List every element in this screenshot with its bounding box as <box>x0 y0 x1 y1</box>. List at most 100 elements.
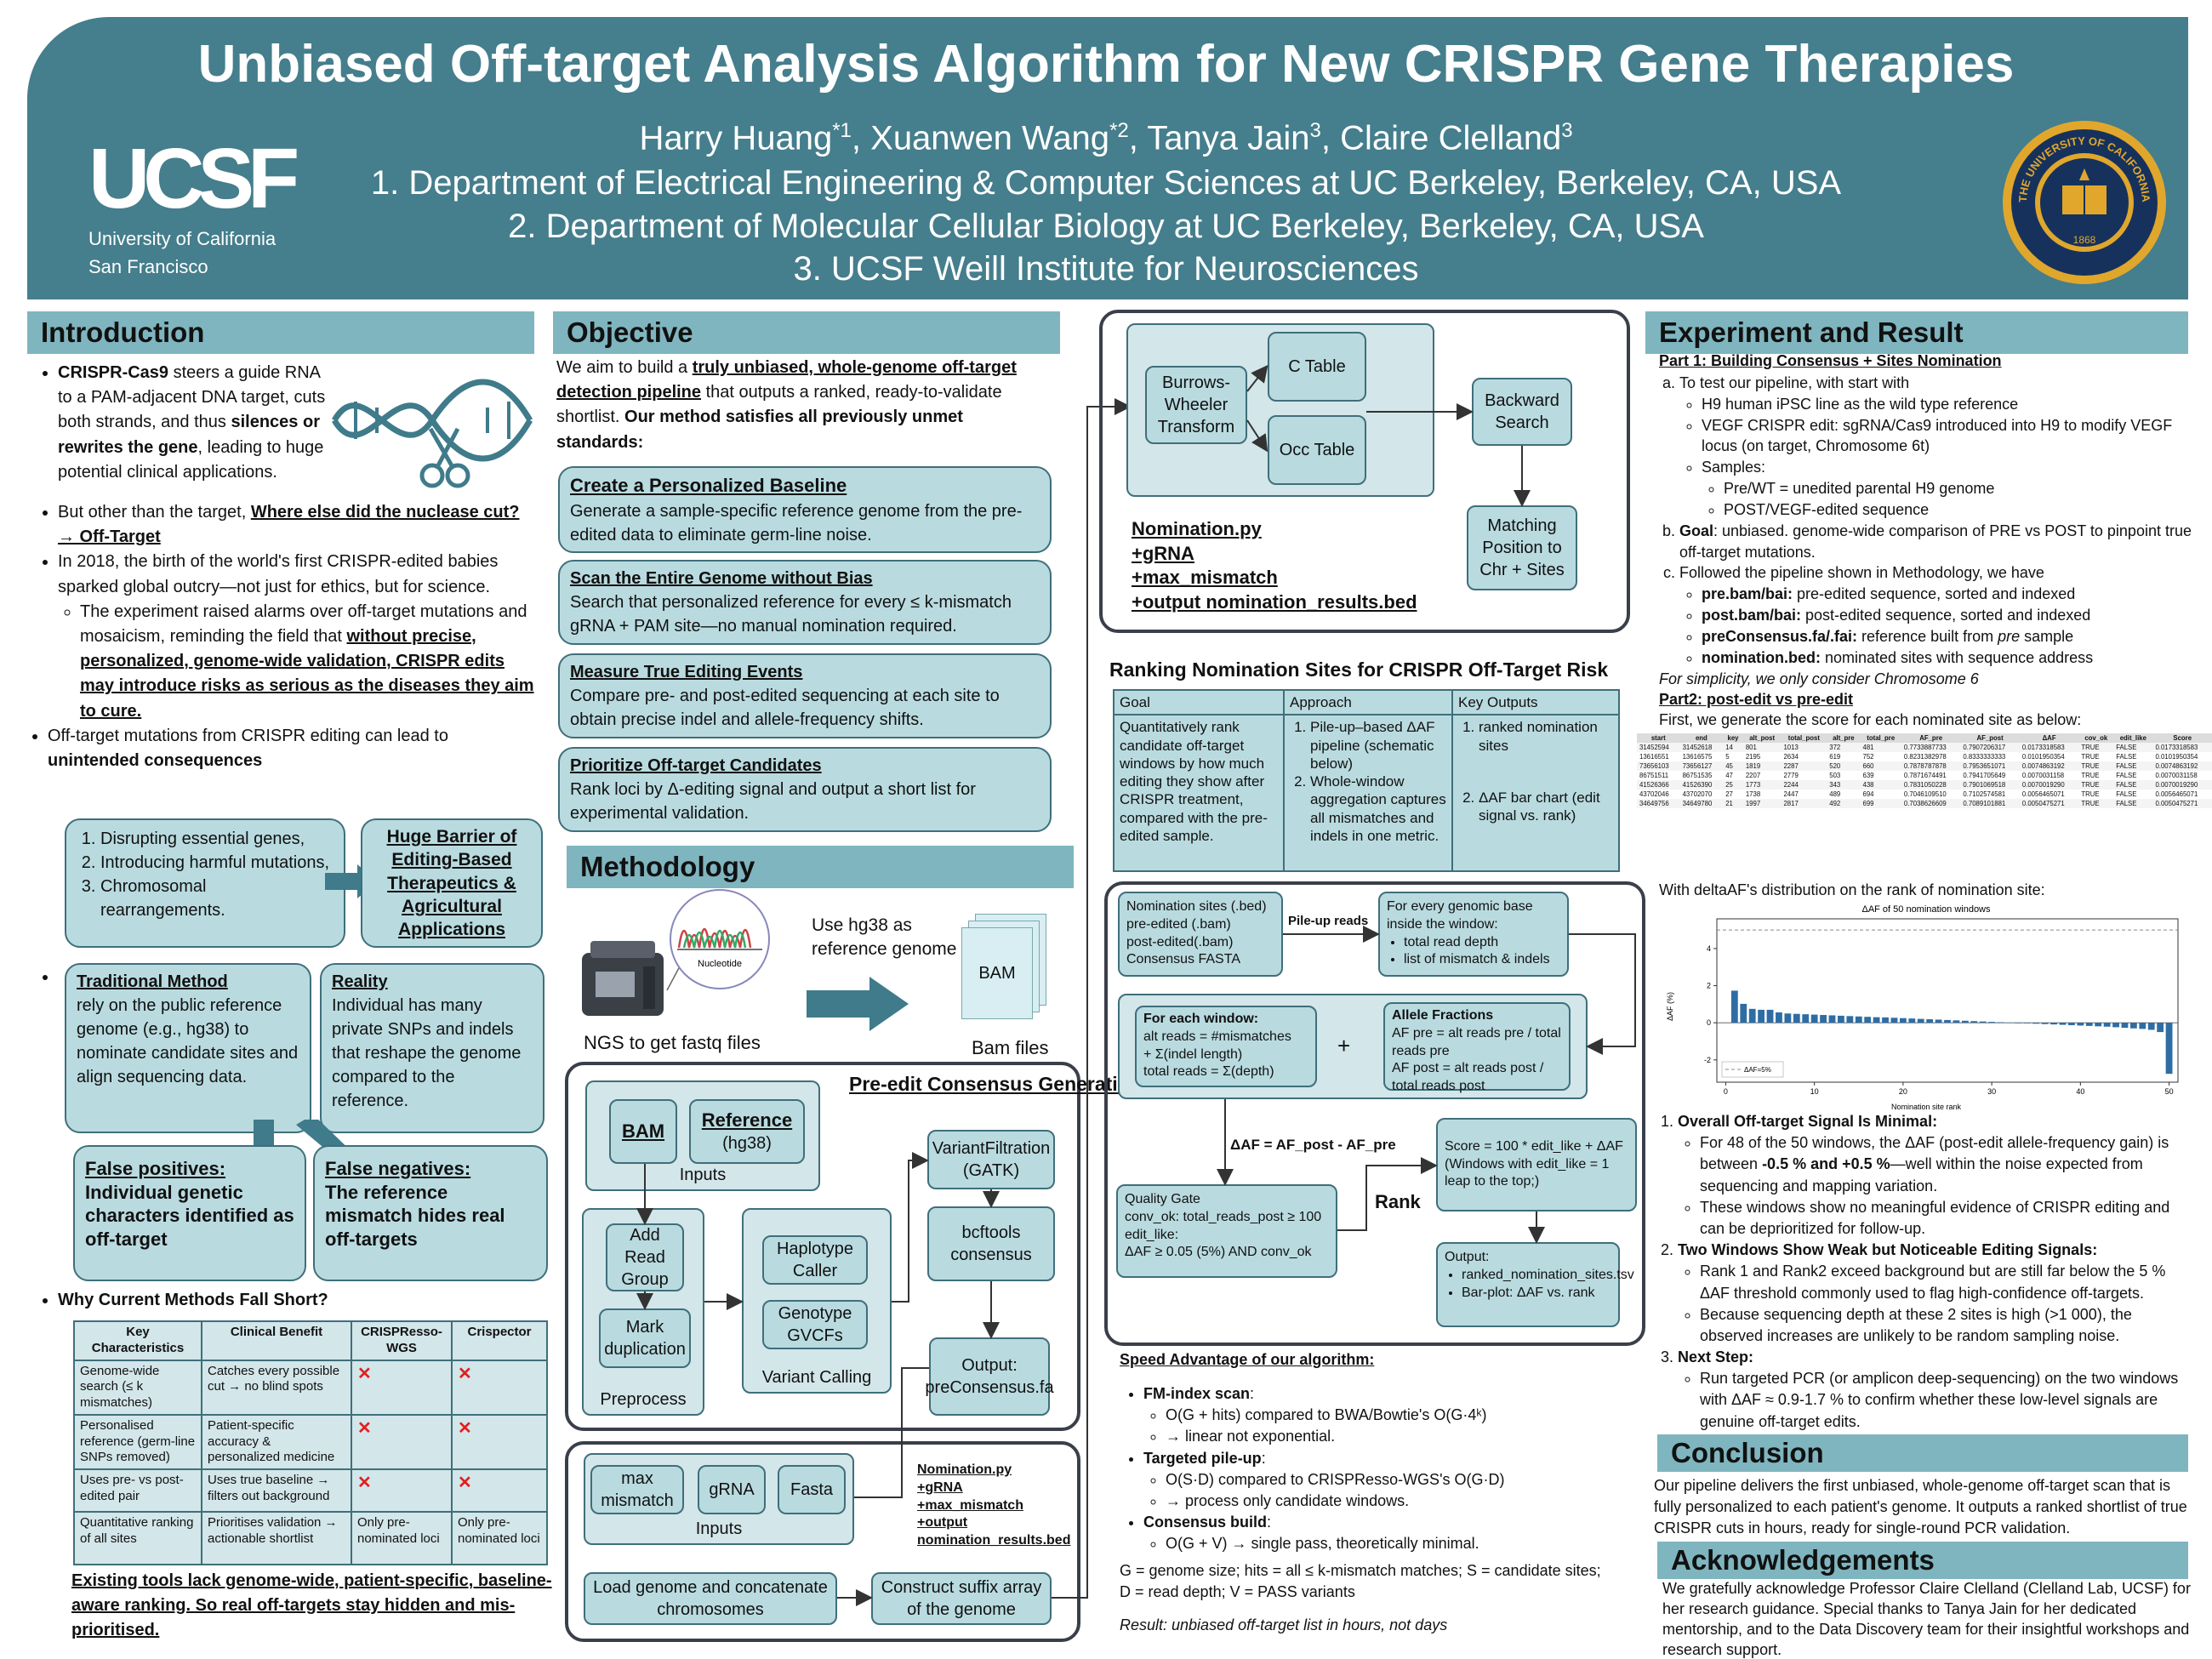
finding-bold: Next Step: <box>1678 1348 1754 1366</box>
score-cell: 73656127 <box>1679 761 1724 771</box>
c-table-node: C Table <box>1268 332 1366 402</box>
conclusion-text: Our pipeline delivers the first unbiased… <box>1654 1477 2187 1537</box>
big-arrow-icon <box>807 977 909 1031</box>
traditional-method-text: rely on the public reference genome (e.g… <box>77 996 299 1086</box>
traditional-method-title: Traditional Method <box>77 972 228 991</box>
score-cell: 2207 <box>1745 772 1761 779</box>
score-th: end <box>1679 733 1724 743</box>
objective-box-4-text: Rank loci by Δ-editing signal and output… <box>570 780 976 823</box>
barrier-box: Huge Barrier of Editing-Based Therapeuti… <box>361 818 543 948</box>
traditional-method-box: Traditional Method rely on the public re… <box>65 963 311 1133</box>
score-cell: 2817 <box>1781 799 1827 808</box>
part1-list: To test our pipeline, with start with H9… <box>1656 373 2192 669</box>
table-row: Uses pre- vs post-edited pair Uses true b… <box>73 1468 548 1513</box>
chart-bar <box>2165 1023 2173 1075</box>
chart-bar <box>2059 1023 2067 1025</box>
chart-ytick-label: 2 <box>1707 982 1711 990</box>
chart-bar <box>1979 1021 1987 1023</box>
ranking-th-outputs: Key Outputs <box>1451 688 1620 716</box>
finding-text: Rank 1 and Rank2 exceed background but a… <box>1700 1261 2193 1303</box>
chart-frame <box>1716 918 2179 1083</box>
ranking-header-row: Goal Approach Key Outputs <box>1113 688 1620 716</box>
intro-b3: In 2018, the birth of the world's first … <box>58 552 499 596</box>
score-cell: 694 <box>1862 790 1874 798</box>
seal-year: 1868 <box>2073 234 2096 246</box>
score-cell: 699 <box>1860 799 1901 808</box>
flow-input-line: Consensus FASTA <box>1126 952 1240 967</box>
part2-text: First, we generate the score for each no… <box>1659 711 2082 728</box>
score-cell: 0.0056465071 <box>2155 790 2198 798</box>
score-cell: 438 <box>1860 780 1901 790</box>
delta-af-formula: ΔAF = AF_post - AF_pre <box>1230 1137 1396 1153</box>
score-cell: TRUE <box>2078 799 2114 808</box>
score-cell: 801 <box>1742 743 1782 752</box>
chart-bar <box>1855 1016 1862 1023</box>
chart-bar <box>2068 1023 2075 1026</box>
table-row: 34649756 34649780 21 1997 2817 492 699 0.703862… <box>1637 799 2212 808</box>
score-cell: 0.0074863192 <box>2152 761 2212 771</box>
finding-text: Because sequencing depth at these 2 site… <box>1700 1304 2193 1347</box>
delta-af-chart: ΔAF of 50 nomination windows Nomination … <box>1662 900 2190 1113</box>
comparison-table: Key Characteristics Clinical Benefit CRI… <box>73 1320 548 1565</box>
matching-position-node: Matching Position to Chr + Sites <box>1467 505 1577 590</box>
intro-bullet-2: But other than the target, Where else di… <box>36 500 538 773</box>
objective-box-1-text: Generate a sample-specific reference gen… <box>570 501 1023 544</box>
score-cell: 752 <box>1862 753 1874 761</box>
affiliation-2: 2. Department of Molecular Cellular Biol… <box>508 208 1704 245</box>
score-th: cov_ok <box>2078 733 2114 743</box>
window-line: total reads = Σ(depth) <box>1143 1064 1274 1080</box>
part1-a: To test our pipeline, with start with <box>1679 374 1910 391</box>
objective-box-1-title: Create a Personalized Baseline <box>570 475 847 496</box>
score-cell: 0.7953651071 <box>1960 761 2020 771</box>
table-cell: Uses true baseline → filters out backgro… <box>201 1468 352 1513</box>
score-cell: TRUE <box>2078 743 2114 752</box>
table-cell: Only pre-nominated loci <box>451 1511 548 1565</box>
part1-a-item: H9 human iPSC line as the wild type refe… <box>1702 394 2192 415</box>
table-row: 13616551 13616575 5 2195 2634 619 752 0.8231382… <box>1637 752 2212 761</box>
chart-bar <box>2157 1023 2164 1033</box>
score-cell: 86751511 <box>1639 772 1669 779</box>
score-cell: 2195 <box>1745 753 1761 761</box>
score-cell: 34649756 <box>1637 799 1680 808</box>
chart-bar <box>1908 1018 1916 1023</box>
consequence-2: Introducing harmful mutations, <box>100 851 335 875</box>
ranking-output-item: ΔAF bar chart (edit signal vs. rank) <box>1479 789 1613 825</box>
finding-bold: Two Windows Show Weak but Noticeable Edi… <box>1678 1241 2098 1259</box>
ack-heading: Acknowledgements <box>1657 1542 2188 1579</box>
intro-b1-t1: steers a guide RNA to a PAM-adjacent DNA… <box>58 363 326 432</box>
score-cell: 0.0173318583 <box>2019 743 2079 752</box>
score-th: Score <box>2152 733 2212 743</box>
file-bold: post.bam/bai: <box>1702 607 1802 624</box>
chart-bar <box>1935 1019 1942 1023</box>
intro-b2-t1: But other than the target, <box>58 503 251 522</box>
occ-table-node: Occ Table <box>1268 415 1366 485</box>
search-nomination-label: Nomination.py +gRNA +max_mismatch +outpu… <box>1132 517 1417 614</box>
chart-bar <box>1944 1019 1951 1023</box>
score-cell: 0.7089101881 <box>1960 799 2020 808</box>
delta-caption: With deltaAF's distribution on the rank … <box>1659 881 2045 898</box>
objective-box-4: Prioritize Off-target Candidates Rank lo… <box>558 747 1052 832</box>
pileup-label: Pile-up reads <box>1288 914 1369 928</box>
speed-result: Result: unbiased off-target list in hour… <box>1120 1616 1448 1633</box>
search-nom-line: +output nomination_results.bed <box>1132 590 1417 613</box>
score-th: edit_like <box>2113 733 2153 743</box>
quality-gate-node: Quality Gate conv_ok: total_reads_post ≥… <box>1116 1184 1337 1278</box>
experiment-heading: Experiment and Result <box>1645 311 2188 354</box>
speed-item-bold: FM-index scan <box>1143 1385 1251 1402</box>
author-3-sup: 3 <box>1309 119 1321 142</box>
score-cell: 0.7871674491 <box>1903 772 1947 779</box>
suffix-array-node: Construct suffix array of the genome <box>871 1572 1052 1625</box>
chart-bar <box>2121 1023 2129 1029</box>
inputs-label: Inputs <box>679 1166 727 1184</box>
score-cell: 492 <box>1827 799 1861 808</box>
author-2-sup: *2 <box>1109 119 1129 142</box>
score-cell: 0.0070019290 <box>2152 780 2212 790</box>
quality-line: ΔAF ≥ 0.05 (5%) AND conv_ok <box>1125 1245 1312 1260</box>
chart-bar <box>1810 1014 1818 1023</box>
intro-b1-t2: , leading to huge potential clinical app… <box>58 437 324 482</box>
score-th: start <box>1637 733 1680 743</box>
score-cell: 45 <box>1723 761 1743 771</box>
speed-sub: O(S·D) compared to CRISPResso-WGS's O(G·… <box>1166 1469 1649 1491</box>
nomination-label-line: nomination_results.bed <box>917 1533 1071 1548</box>
objective-box-2: Scan the Entire Genome without Bias Sear… <box>558 560 1052 645</box>
